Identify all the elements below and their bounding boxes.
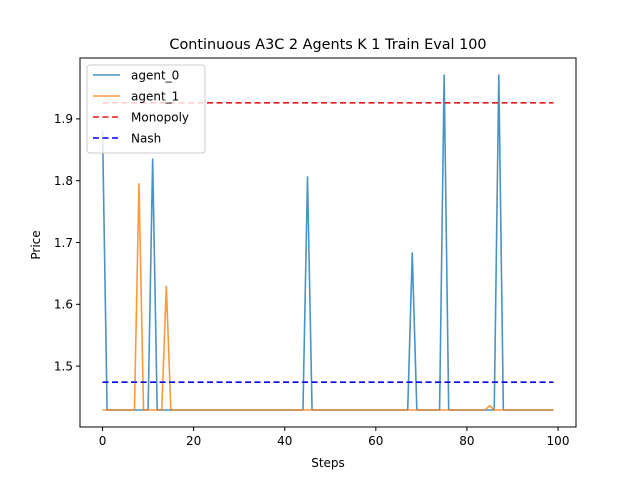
legend: agent_0 agent_1 Monopoly Nash	[86, 64, 206, 154]
x-tick-label: 40	[277, 434, 292, 448]
legend-label: Monopoly	[131, 110, 189, 124]
y-tick-label: 1.5	[54, 359, 73, 373]
x-tick-label: 20	[186, 434, 201, 448]
x-axis-label: Steps	[311, 456, 345, 470]
x-tick-label: 80	[459, 434, 474, 448]
legend-label: agent_0	[131, 68, 179, 82]
series-line-agent-1	[102, 182, 554, 411]
y-tick-label: 1.6	[54, 298, 73, 312]
chart-title: Continuous A3C 2 Agents K 1 Train Eval 1…	[169, 37, 486, 53]
x-axis: 0 20 40 60 80 100	[99, 427, 570, 448]
y-tick-label: 1.9	[54, 112, 73, 126]
y-tick-label: 1.8	[54, 174, 73, 188]
legend-box	[86, 64, 206, 154]
y-tick-label: 1.7	[54, 236, 73, 250]
legend-label: Nash	[131, 131, 161, 145]
y-axis-label: Price	[29, 230, 43, 259]
legend-label: agent_1	[131, 89, 179, 103]
x-tick-label: 60	[368, 434, 383, 448]
plot-lines	[101, 74, 554, 411]
y-axis: 1.5 1.6 1.7 1.8 1.9	[54, 112, 80, 373]
x-tick-label: 0	[99, 434, 107, 448]
x-tick-label: 100	[547, 434, 570, 448]
